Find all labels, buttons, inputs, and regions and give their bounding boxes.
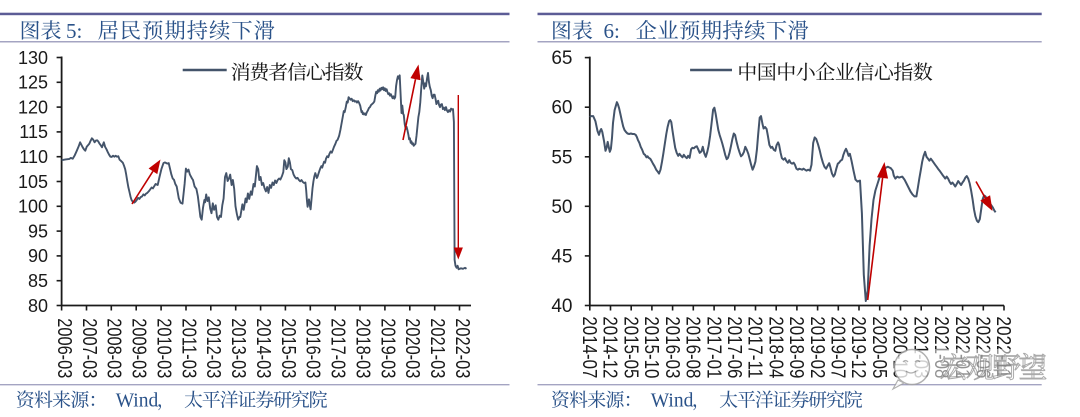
svg-text:2010-03: 2010-03 [153, 318, 175, 378]
svg-text:45: 45 [551, 246, 572, 267]
svg-text:110: 110 [19, 147, 48, 167]
svg-text:2021-03: 2021-03 [426, 318, 448, 378]
svg-text:2019-02: 2019-02 [806, 316, 828, 378]
svg-text:2008-03: 2008-03 [103, 318, 125, 378]
svg-text:2019-07: 2019-07 [827, 316, 849, 378]
svg-text:2017-06: 2017-06 [723, 316, 745, 378]
svg-text:2017-11: 2017-11 [744, 316, 766, 378]
svg-text:2006-03: 2006-03 [53, 318, 75, 378]
svg-text:2007-03: 2007-03 [78, 318, 100, 378]
svg-text:2017-03: 2017-03 [327, 318, 349, 378]
svg-text:2020-05: 2020-05 [868, 316, 890, 378]
svg-text:120: 120 [18, 97, 48, 117]
svg-text:2009-03: 2009-03 [128, 318, 150, 378]
svg-text:100: 100 [18, 197, 48, 217]
svg-text:2018-09: 2018-09 [785, 316, 807, 378]
svg-text:2015-03: 2015-03 [277, 318, 299, 378]
svg-text:2012-03: 2012-03 [202, 318, 224, 378]
svg-text:2014-12: 2014-12 [599, 316, 621, 378]
svg-text:55: 55 [551, 147, 572, 168]
svg-text:80: 80 [28, 296, 48, 316]
svg-text:50: 50 [551, 197, 572, 218]
svg-text:115: 115 [19, 122, 48, 142]
svg-text:85: 85 [28, 271, 48, 291]
svg-text:90: 90 [28, 246, 48, 266]
svg-text:125: 125 [18, 73, 48, 93]
svg-text:2015-05: 2015-05 [619, 316, 641, 378]
svg-text:2016-03: 2016-03 [661, 316, 683, 378]
svg-text:2016-03: 2016-03 [302, 318, 324, 378]
svg-text:2018-03: 2018-03 [351, 318, 373, 378]
svg-text:2022-03: 2022-03 [451, 318, 473, 378]
svg-text:2018-04: 2018-04 [764, 316, 786, 378]
svg-text:2020-03: 2020-03 [401, 318, 423, 378]
svg-text:2015-10: 2015-10 [640, 316, 662, 378]
svg-text:40: 40 [551, 296, 572, 317]
svg-text:2014-03: 2014-03 [252, 318, 274, 378]
svg-text:2017-01: 2017-01 [702, 316, 724, 378]
svg-text:2013-03: 2013-03 [227, 318, 249, 378]
svg-text:Wind: Wind [116, 391, 159, 412]
svg-text:Wind: Wind [651, 391, 694, 412]
svg-text:6:: 6: [604, 19, 620, 43]
svg-text:95: 95 [28, 221, 48, 241]
svg-text:105: 105 [18, 172, 48, 192]
svg-text:2011-03: 2011-03 [177, 318, 199, 378]
svg-text:65: 65 [551, 48, 572, 69]
svg-text:2014-07: 2014-07 [578, 316, 600, 378]
svg-text:2016-08: 2016-08 [682, 316, 704, 378]
svg-text:130: 130 [18, 48, 48, 68]
svg-text:5:: 5: [66, 19, 82, 43]
svg-text:2019-12: 2019-12 [847, 316, 869, 378]
svg-text:60: 60 [551, 98, 572, 119]
svg-text:2019-03: 2019-03 [376, 318, 398, 378]
